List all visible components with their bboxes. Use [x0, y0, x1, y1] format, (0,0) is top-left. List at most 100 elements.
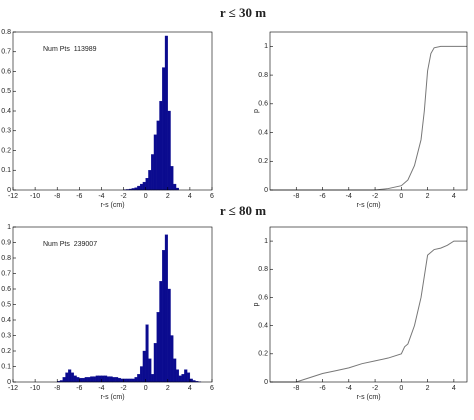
x-tick-label: -2 — [372, 193, 378, 200]
y-tick-label: 0.6 — [1, 286, 11, 293]
y-tick-label: 0.4 — [1, 317, 11, 324]
bar — [70, 372, 74, 383]
bar — [137, 374, 141, 383]
bar — [76, 377, 80, 383]
bar — [131, 378, 135, 383]
bar — [162, 250, 166, 383]
bar — [164, 234, 168, 383]
bar — [170, 166, 174, 191]
y-tick-label: 0.6 — [258, 101, 268, 108]
y-tick-label: 0.2 — [1, 348, 11, 355]
y-tick-label: 0 — [264, 187, 268, 194]
heading: r ≤ 30 m — [220, 5, 266, 20]
x-tick-label: 6 — [210, 385, 214, 392]
bar — [95, 375, 99, 383]
cdf-line — [270, 45, 467, 191]
bar — [79, 377, 83, 383]
bar — [156, 120, 160, 191]
x-tick-label: -8 — [54, 193, 60, 200]
x-tick-label: 4 — [188, 385, 192, 392]
bar — [142, 350, 146, 383]
y-axis-label: p — [253, 302, 260, 306]
bar — [126, 378, 130, 383]
bar — [139, 183, 144, 191]
bar — [184, 369, 188, 383]
x-tick-label: 4 — [452, 385, 456, 392]
bar — [84, 377, 88, 383]
y-tick-label: 0.2 — [1, 147, 11, 154]
x-tick-label: -4 — [346, 385, 352, 392]
annotation: Num Pts 239007 — [43, 241, 97, 248]
y-tick-label: 1 — [264, 43, 268, 50]
bar — [120, 378, 124, 383]
bar — [87, 377, 91, 383]
bar — [117, 377, 121, 383]
x-tick-label: 2 — [166, 193, 170, 200]
y-tick-label: 1 — [7, 224, 11, 231]
x-tick-label: -6 — [319, 385, 325, 392]
bar — [112, 377, 116, 383]
bar — [142, 181, 146, 191]
bar — [106, 376, 110, 383]
bar — [73, 375, 77, 383]
bar — [93, 376, 97, 383]
bar — [159, 100, 163, 191]
bar — [104, 375, 108, 383]
bar — [167, 110, 171, 191]
y-tick-label: 0.3 — [1, 128, 11, 135]
y-tick-label: 0.8 — [258, 72, 268, 79]
bar — [162, 67, 166, 191]
x-tick-label: -10 — [30, 193, 40, 200]
y-tick-label: 0.8 — [1, 29, 11, 36]
bar — [181, 374, 185, 383]
bar — [137, 185, 141, 191]
annotation: Num Pts 113989 — [43, 46, 97, 53]
bar — [65, 372, 69, 383]
y-tick-label: 0.3 — [1, 332, 11, 339]
x-tick-label: 6 — [210, 193, 214, 200]
bar — [90, 376, 94, 383]
x-tick-label: -6 — [76, 385, 82, 392]
bar — [128, 378, 132, 383]
y-tick-label: 0.2 — [258, 351, 268, 358]
bar — [151, 154, 155, 191]
bar — [98, 375, 102, 383]
x-tick-label: -10 — [30, 385, 40, 392]
bar — [173, 358, 177, 383]
x-axis-label: r-s (cm) — [356, 394, 380, 401]
bar — [68, 369, 72, 383]
x-axis-label: r-s (cm) — [100, 202, 124, 209]
y-tick-label: 0.4 — [1, 108, 11, 115]
x-tick-label: -6 — [76, 193, 82, 200]
bar — [173, 183, 177, 191]
bar — [178, 375, 182, 383]
bar — [156, 312, 160, 383]
bar — [148, 170, 152, 191]
bar — [139, 366, 144, 383]
y-tick-label: 0.5 — [1, 88, 11, 95]
x-tick-label: -8 — [293, 385, 299, 392]
y-tick-label: 0.8 — [1, 255, 11, 262]
bar — [170, 335, 174, 383]
y-tick-label: 0.5 — [1, 301, 11, 308]
y-tick-label: 0 — [7, 187, 11, 194]
plot-frame — [269, 226, 468, 383]
y-tick-label: 0.6 — [1, 68, 11, 75]
heading: r ≤ 80 m — [220, 203, 266, 218]
x-tick-label: 2 — [426, 385, 430, 392]
y-tick-label: 0.1 — [1, 363, 11, 370]
x-tick-label: -4 — [346, 193, 352, 200]
x-tick-label: -12 — [8, 385, 18, 392]
bar — [167, 288, 171, 383]
y-tick-label: 0.8 — [258, 266, 268, 273]
bar — [145, 324, 149, 383]
bar — [101, 375, 105, 383]
y-tick-label: 0 — [264, 379, 268, 386]
y-tick-label: 0.2 — [258, 158, 268, 165]
bar — [81, 377, 86, 383]
bar — [145, 177, 149, 191]
y-tick-label: 0.9 — [1, 239, 11, 246]
x-tick-label: -4 — [98, 193, 104, 200]
